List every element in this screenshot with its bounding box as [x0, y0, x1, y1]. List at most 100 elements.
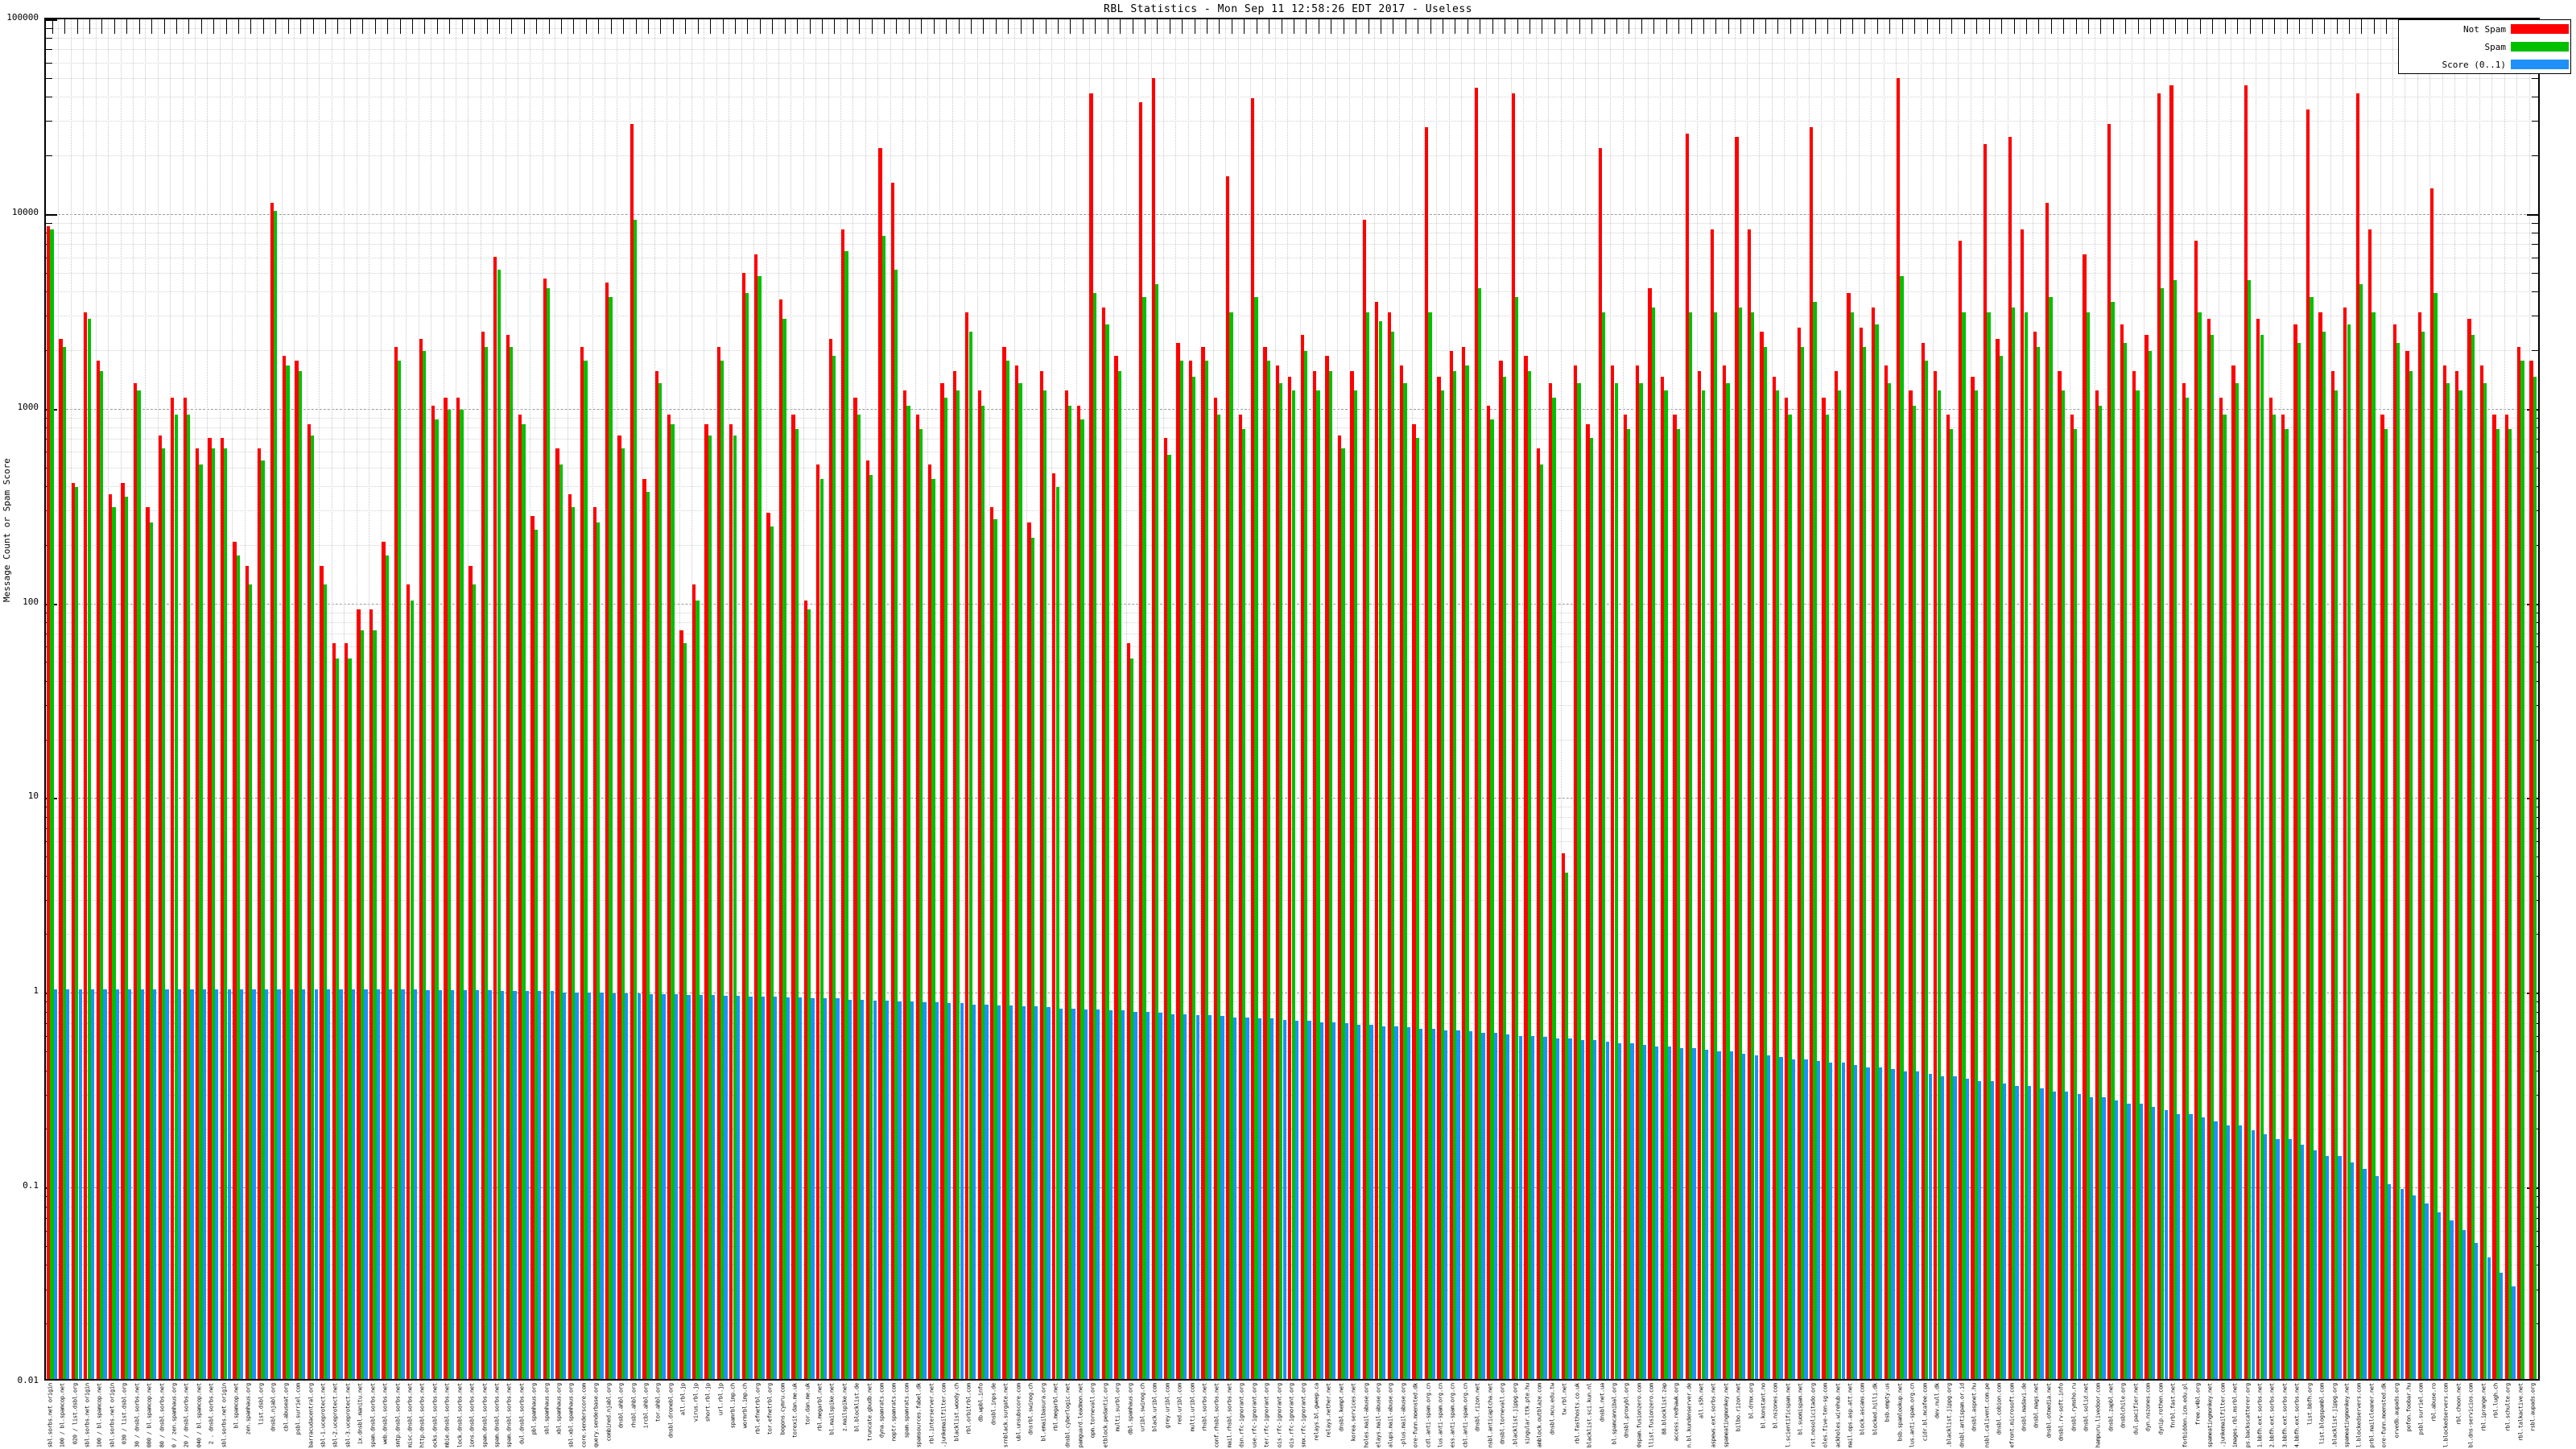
bar-group[interactable] — [753, 19, 766, 1379]
bar-spam[interactable] — [2260, 335, 2264, 1379]
bar-group[interactable] — [2504, 19, 2516, 1379]
bar-score[interactable] — [351, 989, 356, 1379]
bar-group[interactable] — [704, 19, 716, 1379]
bar-group[interactable] — [1971, 19, 1983, 1379]
bar-not-spam[interactable] — [1909, 390, 1913, 1379]
bar-not-spam[interactable] — [1611, 365, 1615, 1379]
bar-score[interactable] — [1257, 1018, 1261, 1379]
bar-group[interactable] — [2144, 19, 2156, 1379]
bar-spam[interactable] — [1043, 390, 1047, 1379]
bar-not-spam[interactable] — [1648, 288, 1652, 1379]
bar-not-spam[interactable] — [840, 229, 845, 1379]
bar-spam[interactable] — [844, 251, 848, 1379]
bar-not-spam[interactable] — [2343, 307, 2347, 1379]
bar-not-spam[interactable] — [1921, 342, 1926, 1379]
bar-spam[interactable] — [2248, 280, 2252, 1379]
bar-spam[interactable] — [1838, 390, 1842, 1379]
bar-spam[interactable] — [422, 351, 427, 1379]
bar-spam[interactable] — [2458, 390, 2462, 1379]
bar-spam[interactable] — [261, 460, 265, 1379]
bar-score[interactable] — [1195, 1014, 1199, 1379]
bar-spam[interactable] — [211, 448, 216, 1379]
bar-score[interactable] — [2164, 1110, 2168, 1379]
bar-not-spam[interactable] — [952, 371, 957, 1379]
bar-score[interactable] — [78, 989, 82, 1379]
bar-score[interactable] — [1121, 1010, 1125, 1379]
bar-group[interactable] — [1101, 19, 1113, 1379]
bar-spam[interactable] — [708, 436, 712, 1379]
bar-score[interactable] — [488, 990, 492, 1379]
bar-spam[interactable] — [1515, 297, 1519, 1379]
bar-spam[interactable] — [2334, 390, 2339, 1379]
bar-not-spam[interactable] — [1176, 342, 1180, 1379]
bar-spam[interactable] — [634, 219, 638, 1379]
bar-not-spam[interactable] — [2293, 324, 2297, 1379]
bar-not-spam[interactable] — [121, 482, 125, 1379]
bar-group[interactable] — [630, 19, 642, 1379]
bar-spam[interactable] — [2322, 331, 2326, 1379]
bar-not-spam[interactable] — [1387, 312, 1391, 1379]
bar-score[interactable] — [1555, 1038, 1560, 1379]
bar-score[interactable] — [1394, 1026, 1398, 1379]
bar-group[interactable] — [2405, 19, 2417, 1379]
bar-spam[interactable] — [1639, 383, 1643, 1379]
bar-not-spam[interactable] — [1772, 377, 1776, 1379]
bar-spam[interactable] — [906, 405, 910, 1379]
bar-not-spam[interactable] — [2070, 414, 2074, 1379]
bar-spam[interactable] — [1440, 390, 1444, 1379]
bar-group[interactable] — [2058, 19, 2070, 1379]
bar-score[interactable] — [1170, 1013, 1174, 1379]
bar-spam[interactable] — [2049, 297, 2053, 1379]
bar-spam[interactable] — [2111, 302, 2115, 1379]
bar-not-spam[interactable] — [1884, 365, 1888, 1379]
bar-spam[interactable] — [956, 390, 960, 1379]
bar-not-spam[interactable] — [1350, 371, 1354, 1379]
bar-score[interactable] — [736, 995, 741, 1379]
bar-spam[interactable] — [1502, 377, 1507, 1379]
bar-spam[interactable] — [758, 276, 762, 1379]
bar-not-spam[interactable] — [2355, 93, 2359, 1379]
bar-score[interactable] — [2400, 1188, 2404, 1379]
bar-not-spam[interactable] — [307, 424, 312, 1379]
bar-not-spam[interactable] — [1474, 87, 1478, 1379]
bar-group[interactable] — [1225, 19, 1237, 1379]
bar-not-spam[interactable] — [679, 630, 683, 1379]
bar-not-spam[interactable] — [1896, 78, 1901, 1379]
bar-spam[interactable] — [1800, 346, 1805, 1379]
bar-score[interactable] — [103, 989, 107, 1379]
bar-group[interactable] — [282, 19, 294, 1379]
bar-not-spam[interactable] — [2120, 324, 2124, 1379]
bar-group[interactable] — [344, 19, 356, 1379]
bar-not-spam[interactable] — [419, 338, 423, 1379]
bar-group[interactable] — [294, 19, 306, 1379]
bar-not-spam[interactable] — [1561, 853, 1565, 1379]
bar-score[interactable] — [2127, 1103, 2131, 1379]
bar-group[interactable] — [195, 19, 207, 1379]
bar-group[interactable] — [2194, 19, 2206, 1379]
bar-score[interactable] — [985, 1004, 989, 1379]
bar-score[interactable] — [2313, 1150, 2317, 1379]
bar-group[interactable] — [1548, 19, 1560, 1379]
bar-score[interactable] — [289, 989, 293, 1379]
bar-not-spam[interactable] — [1337, 436, 1342, 1379]
bar-group[interactable] — [952, 19, 964, 1379]
bar-group[interactable] — [1126, 19, 1138, 1379]
bar-score[interactable] — [463, 990, 467, 1379]
bar-score[interactable] — [699, 994, 703, 1379]
bar-spam[interactable] — [2496, 428, 2500, 1379]
bar-not-spam[interactable] — [1039, 371, 1044, 1379]
bar-score[interactable] — [525, 991, 529, 1379]
bar-score[interactable] — [2301, 1144, 2305, 1379]
bar-group[interactable] — [1387, 19, 1399, 1379]
bar-spam[interactable] — [807, 609, 811, 1379]
bar-not-spam[interactable] — [1685, 133, 1690, 1379]
bar-spam[interactable] — [683, 643, 687, 1379]
bar-not-spam[interactable] — [2442, 365, 2446, 1379]
bar-group[interactable] — [1436, 19, 1448, 1379]
bar-score[interactable] — [1307, 1021, 1311, 1379]
bar-group[interactable] — [1238, 19, 1250, 1379]
bar-spam[interactable] — [2123, 342, 2128, 1379]
bar-group[interactable] — [431, 19, 443, 1379]
bar-not-spam[interactable] — [729, 424, 733, 1379]
bar-group[interactable] — [2442, 19, 2454, 1379]
